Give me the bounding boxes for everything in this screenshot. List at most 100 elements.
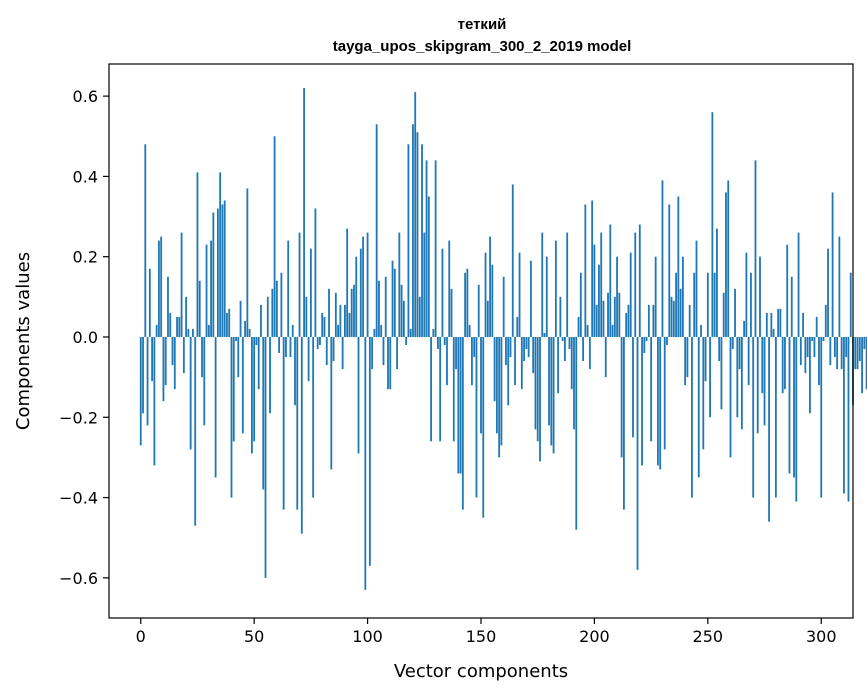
bar — [616, 256, 618, 337]
bar — [187, 328, 190, 337]
bar — [818, 336, 820, 386]
bar — [455, 336, 457, 370]
bar — [561, 336, 564, 341]
bar — [464, 272, 467, 337]
bar — [815, 316, 818, 337]
bar — [482, 336, 485, 518]
bar — [545, 256, 548, 337]
bar — [271, 288, 274, 337]
bar — [366, 232, 369, 337]
bar — [709, 336, 711, 418]
bar — [294, 336, 296, 406]
bar — [697, 336, 700, 478]
bar — [575, 336, 578, 530]
bar — [185, 296, 188, 337]
bar — [763, 336, 766, 426]
bar — [675, 272, 677, 337]
bar — [223, 200, 226, 337]
bar — [405, 336, 408, 346]
bar — [516, 316, 519, 337]
bar — [477, 284, 480, 337]
bar — [523, 336, 525, 362]
bar — [534, 336, 537, 430]
bar — [151, 336, 153, 382]
bar — [550, 336, 553, 446]
bar — [502, 276, 505, 337]
bar — [323, 316, 326, 337]
bar — [632, 336, 634, 438]
bar — [759, 256, 761, 337]
bar — [795, 336, 798, 502]
bar — [736, 336, 739, 418]
bar — [688, 304, 691, 337]
bar — [244, 320, 246, 337]
bar — [164, 336, 167, 386]
bar — [577, 316, 580, 337]
bar — [811, 336, 814, 341]
bar — [201, 336, 203, 378]
bar — [713, 272, 716, 337]
bar — [221, 204, 224, 337]
bar — [650, 336, 653, 442]
x-axis-label: Vector components — [394, 661, 568, 682]
bar — [319, 336, 321, 346]
bar — [441, 248, 444, 337]
bar — [761, 336, 764, 394]
bar — [591, 200, 594, 337]
bar — [838, 236, 841, 337]
bar — [171, 336, 174, 366]
bar — [670, 296, 673, 337]
x-tick-label: 200 — [579, 627, 610, 646]
bar — [663, 336, 666, 450]
bar — [548, 336, 550, 426]
bar — [144, 144, 147, 337]
bar — [489, 236, 491, 337]
bar — [611, 324, 614, 337]
bar — [779, 308, 782, 337]
bar — [196, 172, 199, 337]
bar — [287, 240, 290, 337]
bar — [480, 336, 482, 434]
bar — [613, 296, 616, 337]
bar — [716, 228, 718, 337]
bar — [148, 268, 151, 337]
bar — [153, 336, 156, 466]
bar — [269, 336, 271, 414]
bar — [706, 272, 709, 337]
bar — [198, 280, 201, 337]
bar — [178, 316, 181, 337]
bar — [847, 336, 850, 502]
bar — [241, 336, 244, 434]
bar — [334, 292, 337, 337]
bar — [448, 240, 451, 337]
bar — [833, 336, 836, 358]
bar — [525, 336, 528, 350]
bar — [468, 324, 471, 337]
bar — [452, 336, 455, 442]
bar — [641, 336, 643, 466]
bar — [691, 336, 693, 498]
bar — [160, 236, 163, 337]
bar — [505, 336, 507, 366]
bar — [337, 324, 339, 337]
bar — [836, 336, 839, 370]
bar — [139, 336, 142, 446]
y-tick-label: −0.4 — [59, 489, 98, 508]
y-axis-ticks: −0.6 −0.4 −0.2 0.0 0.2 0.4 0.6 — [59, 87, 109, 588]
bar — [623, 336, 625, 510]
bar — [588, 336, 591, 370]
y-tick-label: 0.6 — [73, 87, 98, 106]
bar — [189, 336, 192, 450]
bar — [375, 124, 378, 337]
bar — [484, 252, 487, 337]
bar — [729, 336, 732, 458]
bar — [309, 248, 312, 337]
bar — [205, 244, 208, 337]
bar — [777, 308, 780, 337]
bar — [756, 336, 759, 434]
bar — [768, 336, 770, 522]
bar — [262, 336, 265, 490]
bar — [743, 320, 746, 337]
y-tick-label: −0.2 — [59, 408, 98, 427]
bar — [629, 252, 632, 337]
